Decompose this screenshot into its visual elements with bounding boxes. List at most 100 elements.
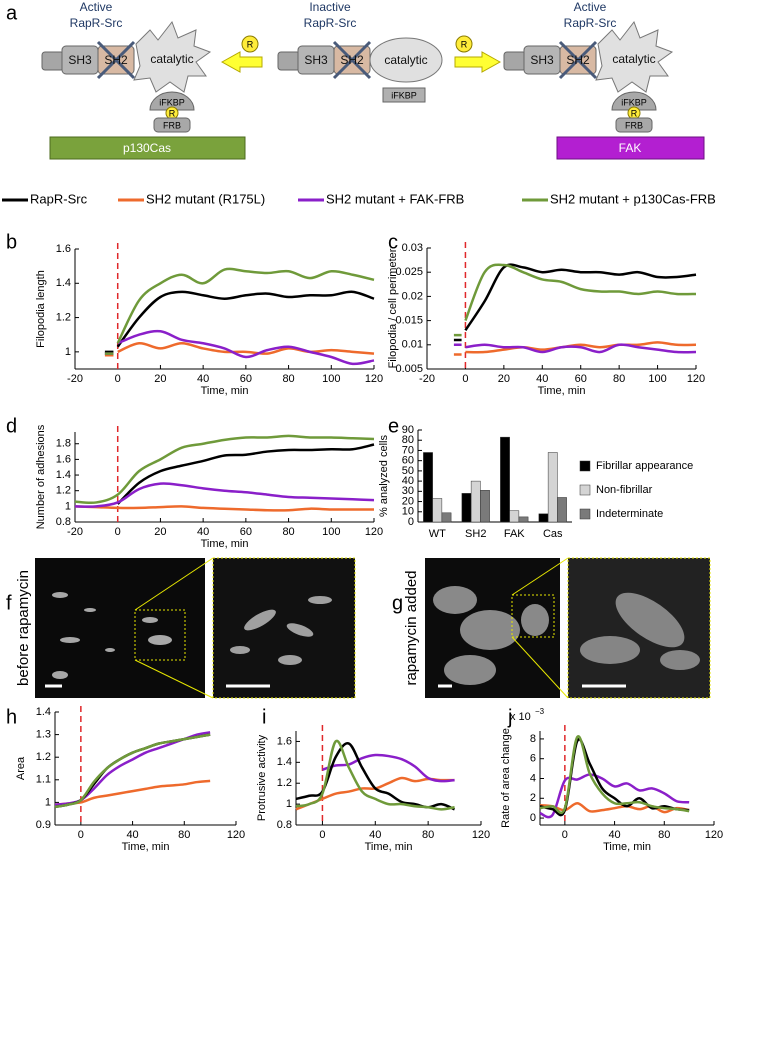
series-line [74,505,374,512]
cross [558,40,598,80]
y-tick-label: 70 [402,444,414,456]
bar [480,490,490,523]
bar [538,513,549,523]
arrow-right [454,51,502,73]
legend-label: SH2 mutant + FAK-FRB [326,191,464,206]
x-tick-label: 0 [115,526,121,538]
y-tick-label: 1.2 [277,777,292,789]
domain-label: SH2 [104,53,128,67]
y-axis-label: Rate of area change [500,728,512,828]
y-tick-label: 8 [530,733,536,745]
zoom-box [511,594,555,638]
linker [503,51,527,71]
target-label: p130Cas [123,141,171,155]
series-line [322,753,455,783]
bar [547,452,558,523]
x-tick-label: 80 [613,373,625,385]
y-tick-label: 0.025 [395,266,423,278]
bar [461,493,472,523]
bar [441,512,452,523]
domain-label: SH3 [68,53,92,67]
y-tick-label: 1 [45,796,51,808]
target-bar [49,136,246,160]
y-tick-label: 6 [530,753,536,765]
middle-title: RapR-Src [304,16,357,30]
y-axis-label: % analyzed cells [378,435,390,517]
series-line [453,343,697,354]
y-tick-label: 1.4 [56,277,71,289]
legend-label: Non-fibrillar [596,484,653,496]
y-tick-label: 1.2 [56,485,71,497]
frb-label: FRB [163,120,181,130]
x-tick-label: 40 [197,526,209,538]
y-tick-label: 50 [402,465,414,477]
cross [332,40,372,80]
legend-swatch [579,484,591,496]
x-tick-label: 120 [365,526,383,538]
r-label: R [461,39,468,49]
cross [96,40,136,80]
linker [277,51,301,71]
x-axis-label: Time, min [365,841,413,853]
catalytic-star [133,20,212,93]
y-tick-label: 1.8 [56,438,71,450]
x-tick-label: 60 [575,373,587,385]
y-tick-label: 2 [530,792,536,804]
panel-label: b [6,231,17,253]
zoom-line [134,659,214,699]
arrow-left [220,51,263,73]
y-tick-label: 1.4 [56,469,71,481]
bar [557,497,567,523]
r-circle [455,35,473,53]
y-tick-label: 0.03 [402,242,423,254]
legend-label: SH2 mutant (R175L) [146,191,265,206]
legend-label: RapR-Src [30,191,88,206]
left-title: Active [80,0,113,14]
x-tick-label: 60 [240,526,252,538]
micrographs: before rapamycin rapamycin added [15,557,711,699]
y-tick-label: 40 [402,475,414,487]
y-tick-label: 0.8 [56,516,71,528]
x-tick-label: 0 [78,829,84,841]
y-tick-label: 1.2 [56,311,71,323]
ifkbp-label: iFKBP [159,97,185,107]
x-tick-label: 80 [422,829,434,841]
y-axis-label: Area [15,756,27,780]
r-label: R [169,108,176,118]
domain-label: catalytic [612,52,655,66]
diagram: Active RapR-Src SH3 SH2 catalytic iFKBP … [41,0,705,160]
x-tick-label: 0 [115,373,121,385]
y-tick-label: 1.1 [36,774,51,786]
x-tick-label: FAK [504,528,525,540]
x-tick-label: 100 [322,526,340,538]
y-axis-label: Filopodia / cell perimeter [387,248,399,368]
y-axis-label: Protrusive activity [256,734,268,821]
zoom-line [134,557,214,611]
y-tick-label: 1.6 [56,243,71,255]
zoom-line [511,636,569,699]
x-axis-label: Time, min [122,841,170,853]
series-line [104,342,375,357]
x-tick-label: 0 [462,373,468,385]
x-tick-label: 20 [498,373,510,385]
panel-label: j [507,706,512,728]
panel-label: e [388,415,399,437]
series-line [74,482,375,508]
catalytic-star [595,20,674,93]
image-texture [52,592,172,679]
x-tick-label: 120 [705,829,723,841]
ifkbp-shape [611,91,657,111]
series-line [104,290,375,354]
x-tick-label: -20 [419,373,435,385]
r-label: R [631,108,638,118]
series-line [453,341,697,356]
x-tick-label: 40 [369,829,381,841]
x-tick-label: 120 [227,829,245,841]
image-label: before rapamycin [15,570,32,686]
y-tick-label: 0.8 [277,819,292,831]
left-title: RapR-Src [70,16,123,30]
legend-label: SH2 mutant + p130Cas-FRB [550,191,716,206]
panel-label: a [6,2,18,24]
y-tick-label: 1.3 [36,729,51,741]
